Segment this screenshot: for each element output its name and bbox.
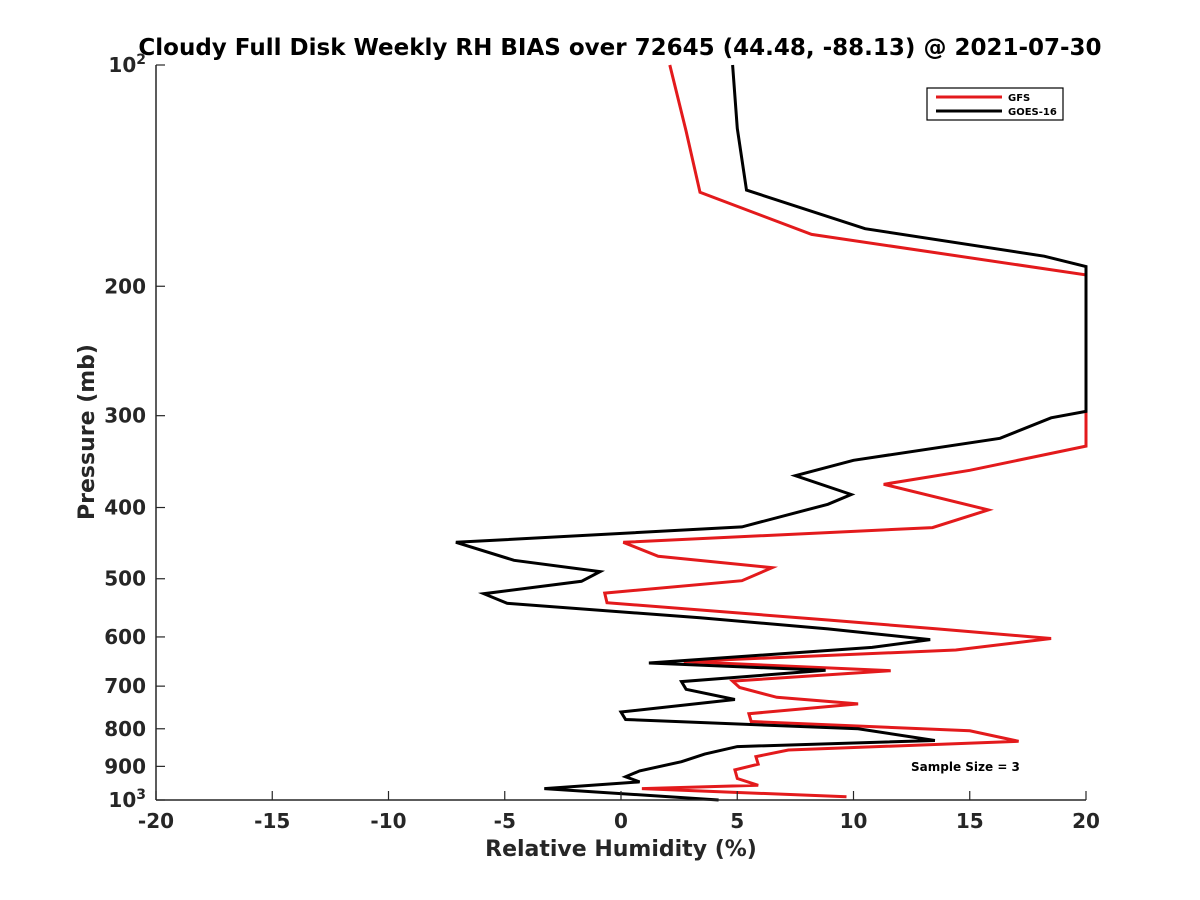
y-tick-label: 700 xyxy=(104,674,146,698)
y-tick-label: 400 xyxy=(104,496,146,520)
legend-label: GFS xyxy=(1008,93,1030,104)
series-line-goes-16 xyxy=(455,64,1088,802)
y-tick-label: 300 xyxy=(104,404,146,428)
plot-area xyxy=(455,64,1088,802)
x-tick-label: 5 xyxy=(730,809,744,833)
x-ticks: -20 -15 -10 -5 0 5 10 15 20 xyxy=(138,791,1100,833)
y-ticks: 102 200 300 400 500 600 700 800 900 103 xyxy=(104,52,165,812)
legend: GFS GOES-16 xyxy=(926,87,1064,121)
x-axis-label: Relative Humidity (%) xyxy=(485,837,757,862)
x-tick-label: 20 xyxy=(1072,809,1100,833)
chart-title: Cloudy Full Disk Weekly RH BIAS over 726… xyxy=(138,35,1101,61)
y-tick-label: 200 xyxy=(104,274,146,298)
y-tick-label: 800 xyxy=(104,717,146,741)
y-tick-label: 600 xyxy=(104,625,146,649)
sample-size-annotation: Sample Size = 3 xyxy=(911,760,1020,774)
x-tick-label: -5 xyxy=(494,809,516,833)
x-tick-label: 0 xyxy=(614,809,628,833)
y-tick-label: 103 xyxy=(108,787,146,812)
axes xyxy=(155,65,1086,801)
series-line-gfs xyxy=(602,64,1088,799)
x-tick-label: -20 xyxy=(138,809,174,833)
x-tick-label: 15 xyxy=(956,809,984,833)
legend-box xyxy=(926,87,1064,121)
y-axis-label: Pressure (mb) xyxy=(75,344,100,520)
x-tick-label: -10 xyxy=(370,809,406,833)
y-tick-label: 102 xyxy=(108,52,146,77)
legend-label: GOES-16 xyxy=(1008,107,1057,118)
x-tick-label: 10 xyxy=(840,809,868,833)
y-tick-label: 900 xyxy=(104,754,146,778)
y-tick-label: 500 xyxy=(104,567,146,591)
x-tick-label: -15 xyxy=(254,809,290,833)
